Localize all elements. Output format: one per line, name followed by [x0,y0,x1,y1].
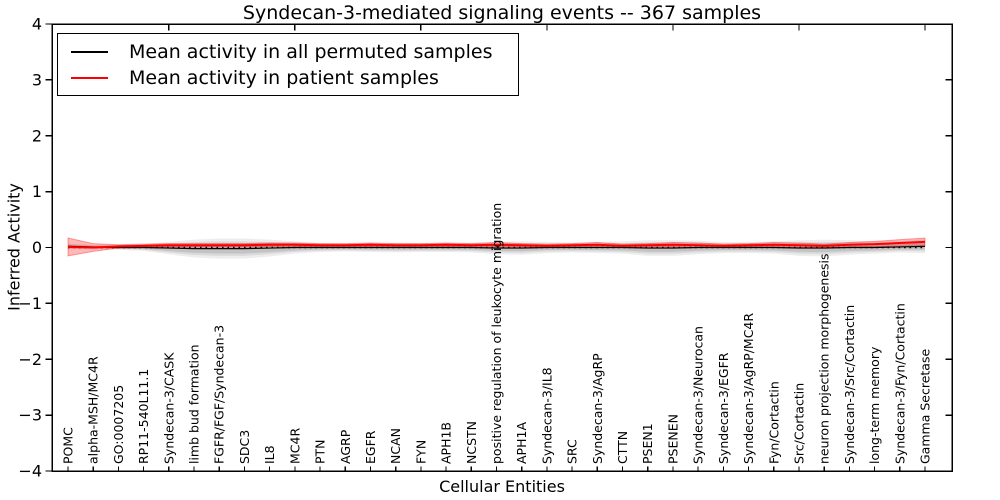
x-category-label: Syndecan-3/Fyn/Cortactin [892,303,907,464]
x-category-label: AGRP [338,429,353,464]
x-category-label: neuron projection morphogenesis [817,253,832,464]
chart-title: Syndecan-3-mediated signaling events -- … [242,2,762,24]
legend-permuted-label: Mean activity in all permuted samples [129,41,493,63]
y-axis-label: Inferred Activity [4,183,24,311]
y-tick-label: 2 [32,126,42,145]
legend: Mean activity in all permuted samples Me… [57,33,519,96]
x-category-label: alpha-MSH/MC4R [86,356,101,464]
y-tick-label: 1 [32,182,42,201]
x-category-label: Syndecan-3/AgRP/MC4R [741,313,756,464]
x-category-label: POMC [61,427,76,464]
x-category-label: PSEN1 [640,423,655,464]
legend-patient-line-sample [71,77,108,79]
x-category-label: Syndecan-3/IL8 [539,367,554,464]
permuted-mean-line [67,245,926,250]
x-category-label: Fyn/Cortactin [766,381,781,464]
x-category-label: CTTN [615,431,630,464]
x-category-label: Syndecan-3/EGFR [716,352,731,464]
y-tick-label: −2 [18,350,42,369]
y-tick-label: −3 [18,406,42,425]
x-category-label: limb bud formation [187,344,202,464]
x-category-label: positive regulation of leukocyte migrati… [489,203,504,464]
x-category-label: Syndecan-3/Src/Cortactin [842,305,857,464]
legend-patient-label: Mean activity in patient samples [129,67,439,89]
x-category-label: GO:0007205 [111,385,126,464]
x-category-label: MC4R [287,428,302,464]
x-category-label: long-term memory [867,346,882,464]
x-category-label: APH1A [514,422,529,464]
x-category-label: FYN [413,440,428,464]
y-tick-label: 3 [32,70,42,89]
x-category-label: NCSTN [464,421,479,464]
x-category-label: Src/Cortactin [791,383,806,464]
x-category-label: Syndecan-3/AgRP [590,353,605,464]
x-category-label: Syndecan-3/CASK [161,352,176,464]
x-category-label: Gamma Secretase [918,349,933,464]
y-tick-label: −4 [18,462,42,481]
legend-entry-patient: Mean activity in patient samples [58,65,518,91]
x-category-label: FGFR/FGF/Syndecan-3 [212,325,227,464]
x-category-label: PTN [313,439,328,464]
x-category-label: IL8 [262,445,277,464]
y-tick-label: 0 [32,238,42,257]
x-category-label: NCAN [388,428,403,464]
legend-permuted-line-sample [71,51,108,53]
x-category-label: APH1B [439,422,454,464]
y-tick-label: −1 [18,294,42,313]
y-tick-label: 4 [32,15,42,34]
legend-entry-permuted: Mean activity in all permuted samples [58,39,518,65]
x-category-label: SRC [565,439,580,464]
x-category-label: SDC3 [237,430,252,464]
x-category-label: Syndecan-3/Neurocan [691,326,706,464]
x-axis-label: Cellular Entities [439,477,565,496]
x-category-label: EGFR [363,430,378,464]
x-category-label: RP11-540L11.1 [136,369,151,464]
patient-mean-line [67,240,926,249]
x-category-label: PSENEN [665,414,680,464]
